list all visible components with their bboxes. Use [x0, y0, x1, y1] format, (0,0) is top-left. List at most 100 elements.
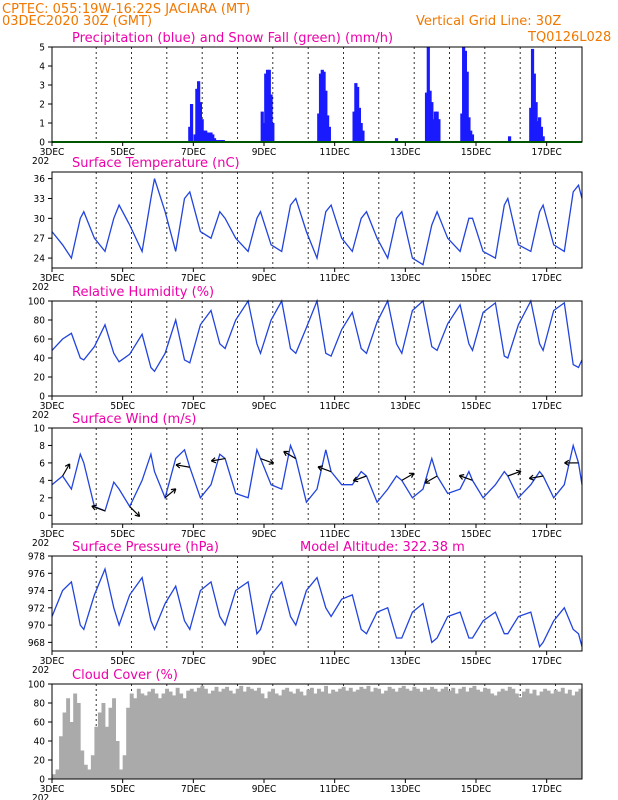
cloud-bar	[295, 688, 300, 779]
y-tick-label: 0	[39, 511, 45, 522]
wind-arrow	[129, 506, 141, 517]
wind-arrow-head	[317, 465, 324, 472]
year-label: 202	[32, 538, 49, 549]
cloud-bar	[398, 687, 403, 779]
cloud-bar	[472, 685, 477, 779]
panel-title: Relative Humidity (%)	[72, 285, 214, 300]
series-line	[51, 298, 583, 373]
cloud-bar	[288, 691, 293, 779]
cloud-bar	[461, 686, 466, 779]
precip-bar	[320, 69, 324, 142]
panel-title: Surface Wind (m/s)	[72, 412, 196, 427]
wind-arrow-head	[91, 504, 97, 511]
cloud-bar	[433, 688, 438, 779]
precip-bar	[197, 81, 201, 142]
cloud-bar	[405, 688, 410, 779]
x-tick-label: 11DEC	[319, 784, 349, 795]
panel-frame	[51, 427, 583, 525]
cloud-bar	[338, 688, 343, 779]
cloud-bar	[373, 687, 378, 779]
wind-arrow-head	[64, 463, 71, 469]
precip-bar	[322, 71, 326, 142]
panel-frame	[51, 46, 583, 143]
cloud-bar	[539, 691, 544, 779]
y-tick-label: 0	[39, 775, 45, 786]
header-grid-note: Vertical Grid Line: 30Z	[416, 14, 561, 29]
series-line	[51, 178, 583, 266]
cloud-bar	[507, 686, 512, 779]
cloud-bar	[317, 688, 321, 779]
precip-bar	[264, 73, 268, 142]
cloud-bar	[362, 688, 367, 779]
cloud-bar	[278, 695, 283, 779]
wind-arrow-head	[268, 459, 275, 465]
cloud-bar	[302, 695, 307, 779]
precip-bar	[262, 123, 266, 142]
wind-arrow-head	[528, 474, 535, 481]
y-tick-label: 10	[34, 424, 46, 435]
cloud-bar	[214, 686, 219, 779]
y-tick-label: 80	[34, 316, 46, 327]
cloud-bar	[359, 686, 364, 779]
x-tick-label: 3DEC	[40, 529, 65, 540]
cloud-bar	[249, 688, 254, 779]
x-tick-label: 5DEC	[110, 401, 135, 412]
precip-bar	[428, 90, 432, 142]
cloud-bar	[62, 712, 67, 779]
x-tick-label: 3DEC	[40, 273, 65, 284]
precip-bar	[507, 136, 512, 142]
y-tick-label: 20	[34, 756, 46, 767]
cloud-bar	[129, 693, 134, 779]
cloud-bar	[203, 688, 208, 779]
wind-arrow-head	[352, 476, 359, 483]
panel-5	[48, 683, 583, 783]
precip-bar	[352, 111, 356, 142]
precip-bar	[327, 126, 331, 142]
cloud-bar	[331, 689, 336, 779]
precip-bar	[534, 102, 538, 142]
cloud-bar	[521, 691, 526, 779]
cloud-bar	[228, 690, 233, 779]
wind-arrow	[175, 464, 190, 468]
cloud-bar	[112, 698, 116, 779]
y-tick-label: 4	[39, 62, 45, 73]
precip-bar	[267, 69, 271, 142]
cloud-bar	[553, 689, 558, 779]
x-tick-label: 7DEC	[181, 784, 206, 795]
precip-bar	[394, 138, 399, 142]
cloud-bar	[380, 693, 385, 779]
header-station: CPTEC: 055:19W-16:22S JACIARA (MT)	[2, 2, 250, 17]
cloud-bar	[529, 693, 533, 779]
y-tick-label: 8	[39, 441, 45, 452]
cloud-bar	[465, 691, 470, 779]
x-tick-label: 13DEC	[390, 656, 420, 667]
cloud-bar	[370, 691, 374, 779]
cloud-bar	[80, 750, 85, 779]
cloud-bar	[264, 698, 268, 779]
x-tick-label: 15DEC	[461, 529, 491, 540]
cloud-bar	[136, 688, 141, 779]
cloud-bar	[479, 691, 484, 779]
cloud-bar	[366, 685, 371, 779]
y-tick-label: 40	[34, 737, 46, 748]
cloud-bar	[560, 687, 565, 779]
panel-frame	[51, 300, 583, 397]
wind-arrow	[401, 472, 415, 481]
cloud-bar	[419, 691, 424, 779]
cloud-bar	[525, 688, 530, 779]
y-tick-label: 60	[34, 335, 46, 346]
cloud-bar	[253, 690, 258, 779]
precip-bar	[538, 117, 542, 142]
x-tick-label: 15DEC	[461, 273, 491, 284]
wind-arrow	[211, 457, 226, 462]
x-tick-label: 17DEC	[531, 656, 561, 667]
precip-bar	[204, 130, 208, 142]
precip-bar	[200, 119, 204, 142]
x-tick-label: 11DEC	[319, 529, 349, 540]
cloud-bar	[281, 689, 286, 779]
cloud-bar	[260, 693, 265, 779]
precip-bar	[265, 69, 270, 142]
cloud-bar	[490, 693, 495, 779]
x-tick-label: 9DEC	[252, 656, 277, 667]
cloud-bar	[186, 690, 191, 779]
